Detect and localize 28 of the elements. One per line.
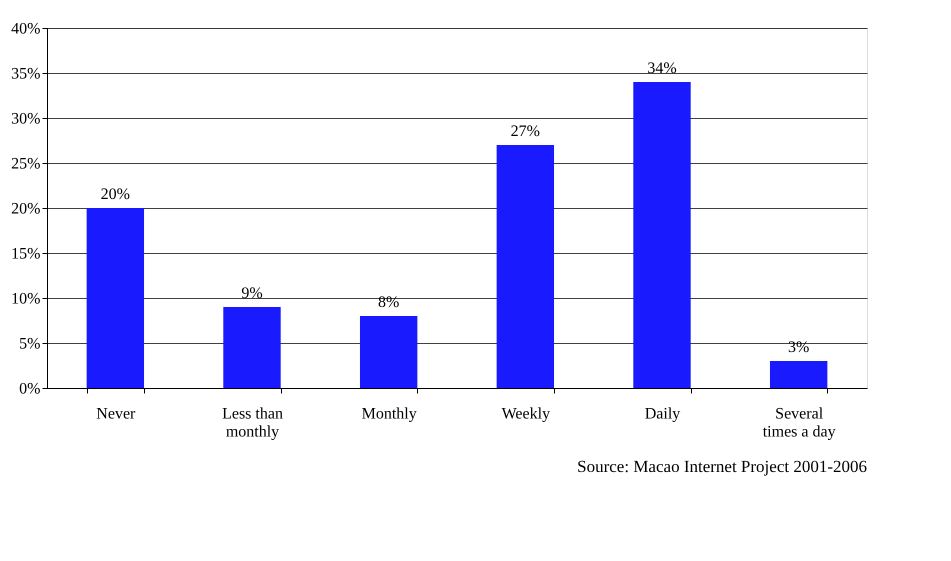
bar [86,208,144,388]
y-tick-label: 30% [11,110,40,128]
source-note: Source: Macao Internet Project 2001-2006 [577,457,867,476]
x-tick-label: Never [96,406,136,422]
data-label: 20% [100,186,130,203]
y-tick-label: 20% [11,200,40,218]
x-tick-label: Weekly [502,406,550,422]
y-tick-label: 5% [19,336,40,352]
x-tick-label: Several times a day [762,406,836,440]
y-tick-label: 15% [11,246,40,262]
bar [770,361,828,388]
x-tick-label: Less than monthly [222,406,283,440]
bar [633,82,691,388]
y-tick-label: 40% [11,20,40,38]
data-label: 34% [647,60,677,77]
bar [223,307,281,388]
data-label: 3% [788,339,810,356]
x-tick-label: Monthly [362,406,417,422]
x-tick-label: Daily [644,406,680,422]
bar [496,145,554,388]
data-label: 9% [241,285,263,302]
bar [360,316,418,388]
y-tick-label: 0% [19,380,40,398]
y-tick-label: 35% [11,66,40,82]
data-label: 27% [510,123,540,140]
y-tick-label: 10% [11,290,40,308]
data-label: 8% [378,294,400,311]
y-tick-label: 25% [11,156,40,172]
